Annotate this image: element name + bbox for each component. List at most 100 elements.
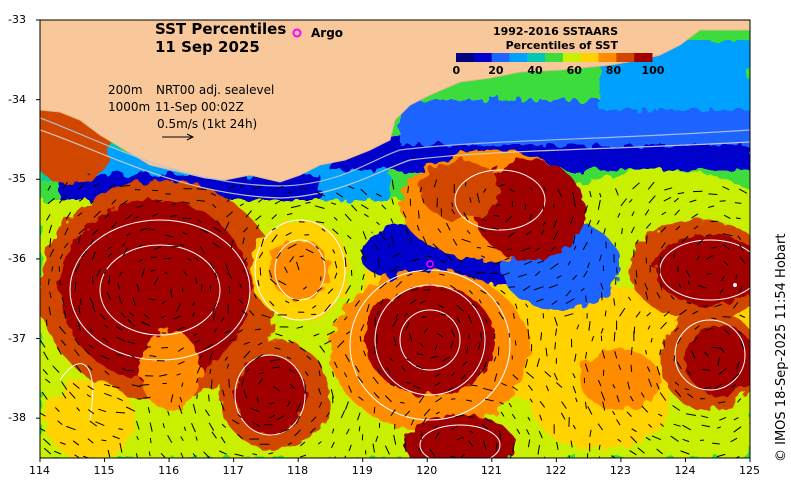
velocity-arrow	[441, 356, 450, 362]
velocity-arrow	[553, 219, 558, 229]
velocity-arrow	[585, 352, 587, 359]
velocity-arrow	[411, 288, 419, 292]
velocity-arrow	[597, 379, 602, 387]
velocity-arrow	[527, 439, 531, 448]
velocity-arrow	[56, 346, 62, 355]
velocity-arrow	[107, 449, 111, 458]
velocity-arrow	[285, 232, 292, 237]
velocity-arrow	[271, 214, 277, 220]
velocity-arrow	[243, 390, 248, 399]
velocity-arrow	[279, 428, 290, 434]
velocity-arrow	[544, 371, 552, 378]
velocity-arrow	[525, 303, 529, 308]
velocity-arrow	[659, 349, 662, 356]
velocity-arrow	[645, 222, 652, 229]
velocity-arrow	[230, 239, 234, 249]
velocity-arrow	[65, 211, 72, 220]
velocity-arrow	[588, 321, 591, 331]
velocity-arrow	[570, 440, 573, 448]
velocity-arrow	[42, 438, 51, 446]
velocity-arrow	[243, 227, 248, 233]
velocity-arrow	[656, 382, 660, 390]
velocity-arrow	[737, 398, 742, 403]
velocity-arrow	[271, 227, 276, 231]
velocity-arrow	[104, 384, 111, 387]
velocity-arrow	[42, 368, 48, 375]
velocity-arrow	[228, 378, 230, 388]
velocity-arrow	[269, 278, 277, 285]
velocity-arrow	[332, 228, 339, 235]
velocity-arrow	[408, 332, 413, 342]
velocity-arrow	[406, 382, 412, 384]
velocity-arrow	[673, 197, 679, 203]
velocity-arrow	[57, 420, 63, 425]
argo-legend-marker	[292, 28, 302, 38]
velocity-arrow	[529, 398, 533, 403]
velocity-arrow	[440, 259, 446, 263]
velocity-arrow	[601, 292, 603, 301]
velocity-arrow	[304, 371, 309, 376]
velocity-arrow	[60, 381, 68, 390]
y-tick-label: -33	[8, 13, 26, 26]
velocity-arrow	[635, 311, 641, 318]
velocity-arrow	[437, 304, 444, 308]
velocity-arrow	[54, 407, 60, 413]
velocity-arrow	[499, 430, 502, 440]
velocity-arrow	[476, 247, 482, 249]
velocity-arrow	[319, 345, 326, 353]
velocity-arrow	[524, 359, 528, 368]
velocity-arrow	[244, 257, 248, 263]
velocity-arrow	[159, 374, 168, 377]
velocity-arrow	[78, 305, 81, 315]
velocity-arrow	[516, 428, 521, 435]
velocity-arrow	[483, 440, 487, 450]
velocity-arrow	[320, 256, 326, 262]
velocity-arrow	[670, 295, 675, 300]
velocity-arrow	[539, 414, 543, 421]
velocity-arrow	[569, 216, 574, 225]
velocity-arrow	[203, 451, 210, 458]
velocity-arrow	[463, 212, 469, 221]
velocity-arrow	[272, 385, 281, 392]
velocity-arrow	[719, 346, 725, 354]
argo-float-marker	[426, 260, 434, 268]
velocity-arrow	[120, 184, 131, 187]
velocity-arrow	[477, 342, 481, 350]
velocity-arrow	[415, 365, 424, 370]
velocity-arrow	[136, 435, 139, 441]
velocity-arrow	[336, 192, 344, 198]
velocity-arrow	[617, 212, 621, 218]
velocity-arrow	[325, 412, 330, 418]
velocity-arrow	[137, 244, 143, 248]
velocity-arrow	[524, 204, 527, 210]
velocity-arrow	[539, 400, 546, 408]
velocity-arrow	[104, 370, 110, 376]
velocity-arrow	[392, 252, 401, 258]
velocity-arrow	[278, 280, 287, 286]
velocity-arrow	[196, 394, 198, 399]
velocity-arrow	[404, 227, 410, 236]
velocity-arrow	[545, 385, 549, 392]
velocity-arrow	[722, 233, 733, 237]
velocity-arrow	[224, 356, 229, 361]
velocity-arrow	[208, 394, 210, 402]
velocity-arrow	[507, 231, 515, 238]
velocity-arrow	[238, 299, 244, 305]
velocity-arrow	[87, 438, 94, 444]
velocity-arrow	[738, 188, 748, 194]
vector-scale-label: 0.5m/s (1kt 24h)	[157, 117, 258, 131]
velocity-arrow	[658, 413, 663, 417]
velocity-arrow	[508, 402, 512, 408]
velocity-arrow	[74, 338, 80, 346]
velocity-arrow	[737, 235, 742, 240]
velocity-arrow	[374, 243, 379, 251]
velocity-arrow	[196, 365, 202, 374]
velocity-arrow	[362, 231, 367, 240]
velocity-arrow	[344, 213, 352, 222]
velocity-arrow	[196, 199, 206, 202]
velocity-arrow	[208, 422, 215, 431]
velocity-arrow	[536, 298, 544, 303]
velocity-arrow	[271, 234, 278, 243]
velocity-arrow	[60, 339, 67, 346]
velocity-arrow	[269, 401, 275, 405]
